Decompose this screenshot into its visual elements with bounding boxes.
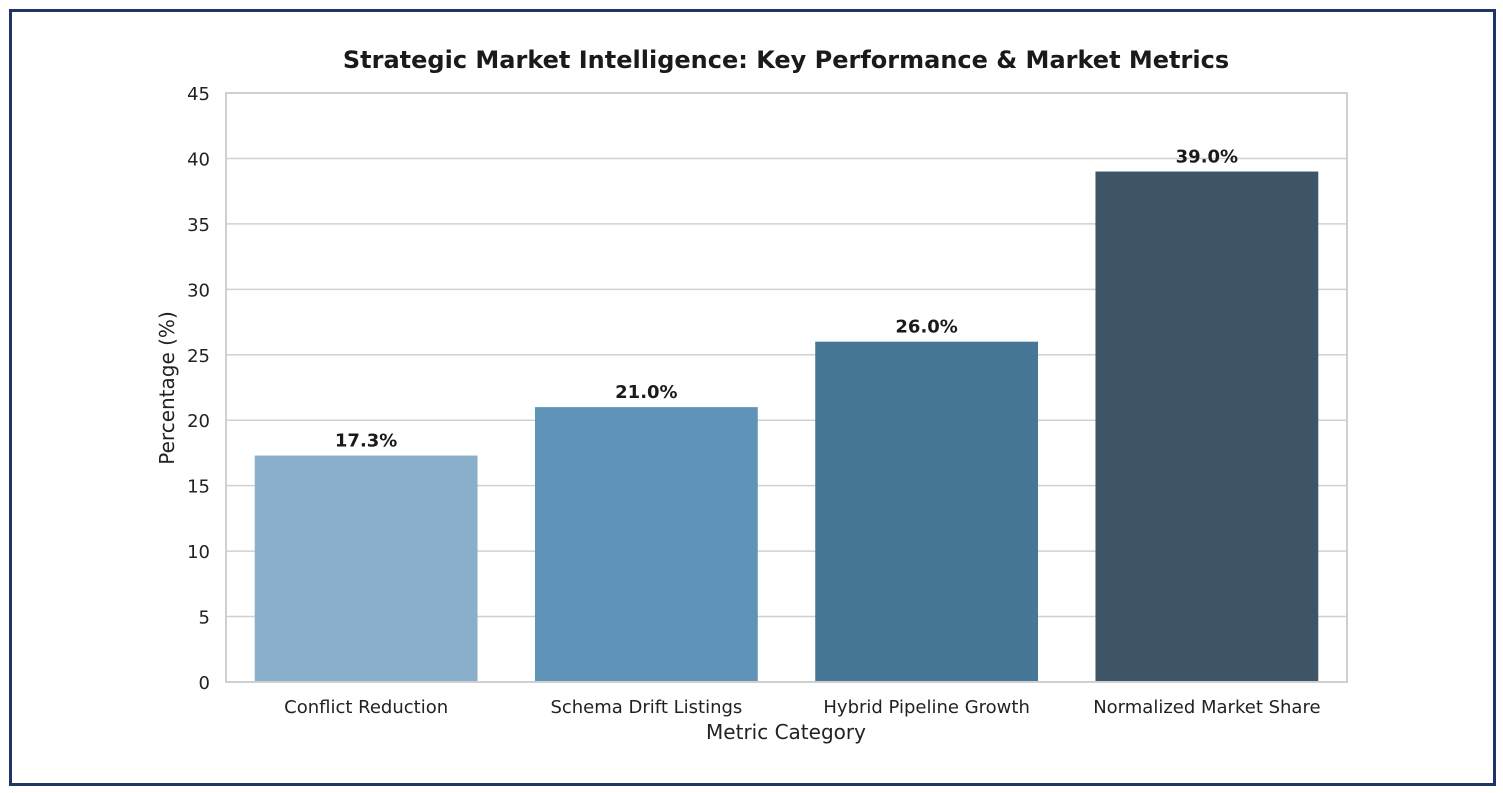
data-labels: 17.3% 21.0% 26.0% 39.0%: [335, 147, 1238, 452]
y-tick-labels: 0 5 10 15 20 25 30 35 40 45: [187, 84, 210, 694]
data-label: 17.3%: [335, 431, 397, 452]
chart-title: Strategic Market Intelligence: Key Perfo…: [343, 46, 1229, 74]
data-label: 21.0%: [615, 382, 677, 403]
y-tick-label: 45: [187, 84, 210, 105]
data-label: 39.0%: [1176, 147, 1238, 168]
x-tick-label: Schema Drift Listings: [550, 697, 742, 718]
bar: [534, 407, 758, 682]
x-tick-label: Normalized Market Share: [1093, 697, 1320, 718]
y-tick-label: 25: [187, 346, 210, 367]
plot-area-border: [225, 92, 1348, 683]
y-tick-label: 5: [199, 608, 210, 629]
y-tick-label: 10: [187, 542, 210, 563]
x-tick-label: Hybrid Pipeline Growth: [823, 697, 1029, 718]
bar: [254, 455, 478, 682]
y-tick-label: 30: [187, 280, 210, 301]
y-tick-label: 35: [187, 215, 210, 236]
x-tick-label: Conflict Reduction: [284, 697, 448, 718]
data-label: 26.0%: [895, 317, 957, 338]
y-tick-label: 15: [187, 477, 210, 498]
bar: [1095, 171, 1319, 683]
y-tick-label: 40: [187, 149, 210, 170]
y-tick-label: 0: [199, 673, 210, 694]
bars: [254, 171, 1319, 683]
x-axis-label: Metric Category: [706, 720, 866, 744]
x-tick-labels: Conflict Reduction Schema Drift Listings H…: [284, 697, 1320, 718]
y-axis-label: Percentage (%): [155, 311, 179, 464]
bar: [815, 341, 1039, 682]
y-tick-label: 20: [187, 411, 210, 432]
